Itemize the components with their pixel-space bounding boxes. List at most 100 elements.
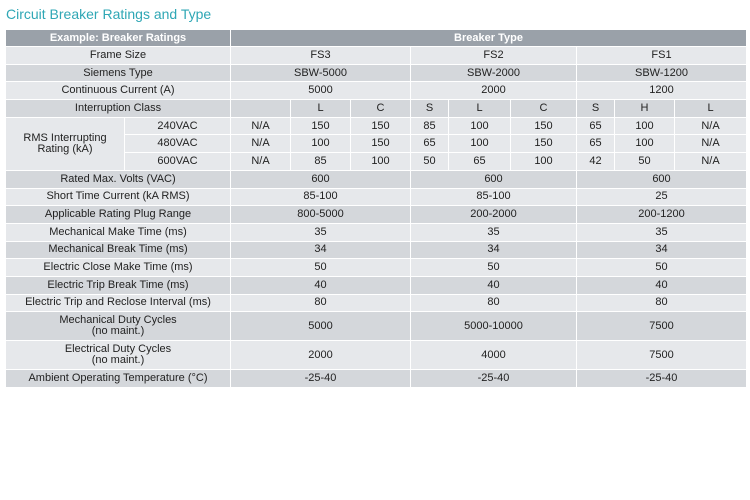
cell-fs3: 5000: [230, 311, 411, 342]
rating-cell: 50: [410, 152, 449, 171]
cell-fs2: 85-100: [410, 187, 577, 207]
class-cell: C: [350, 99, 411, 118]
rating-cell: 150: [290, 116, 351, 136]
table-row: Mechanical Make Time (ms) 35 35 35: [5, 222, 747, 242]
table-row: Interruption Class L C S L C S H L: [5, 99, 747, 118]
rating-cell: 150: [350, 116, 411, 136]
table-row: Rated Max. Volts (VAC) 600 600 600: [5, 169, 747, 189]
voltage-label: 480VAC: [124, 134, 231, 154]
cell-fs2: -25-40: [410, 369, 577, 388]
class-cell: L: [674, 99, 747, 118]
rating-cell: 100: [614, 116, 675, 136]
rating-cell: 65: [410, 134, 449, 154]
cell-fs3: SBW-5000: [230, 63, 411, 83]
rating-cell: 100: [448, 134, 511, 154]
cell-fs1: 80: [576, 293, 747, 313]
cell-fs1: 35: [576, 222, 747, 242]
rating-cell: N/A: [230, 116, 291, 136]
row-label: Mechanical Make Time (ms): [5, 222, 231, 242]
class-cell: H: [614, 99, 675, 118]
rating-cell: 50: [614, 152, 675, 171]
class-cell: [230, 99, 291, 118]
cell-fs3: 50: [230, 258, 411, 277]
cell-fs3: -25-40: [230, 369, 411, 388]
cell-fs2: 4000: [410, 340, 577, 371]
table-row: Continuous Current (A) 5000 2000 1200: [5, 81, 747, 101]
cell-fs1: 50: [576, 258, 747, 277]
cell-fs3: 80: [230, 293, 411, 313]
cell-fs2: 40: [410, 275, 577, 295]
row-label: Continuous Current (A): [5, 81, 231, 101]
row-label-line2: (no maint.): [91, 325, 145, 338]
rating-cell: 150: [510, 134, 577, 154]
table-row: Electric Close Make Time (ms) 50 50 50: [5, 258, 747, 277]
header-example: Example: Breaker Ratings: [5, 29, 231, 47]
row-label: Electric Trip Break Time (ms): [5, 275, 231, 295]
cell-fs1: -25-40: [576, 369, 747, 388]
rating-cell: 85: [290, 152, 351, 171]
rating-cell: 100: [290, 134, 351, 154]
cell-fs2: 5000-10000: [410, 311, 577, 342]
table-row: 480VAC N/A 100 150 65 100 150 65 100 N/A: [6, 134, 747, 154]
row-label-line1: Electrical Duty Cycles: [64, 343, 172, 356]
cell-fs2: 50: [410, 258, 577, 277]
rating-cell: 100: [614, 134, 675, 154]
class-cell: S: [576, 99, 615, 118]
cell-fs2: 600: [410, 169, 577, 189]
header-row: Example: Breaker Ratings Breaker Type: [5, 29, 747, 47]
rating-cell: 85: [410, 116, 449, 136]
table-row: Siemens Type SBW-5000 SBW-2000 SBW-1200: [5, 63, 747, 83]
row-label: Electric Trip and Reclose Interval (ms): [5, 293, 231, 313]
row-label: Frame Size: [5, 46, 231, 65]
cell-fs3: FS3: [230, 46, 411, 65]
cell-fs1: 7500: [576, 340, 747, 371]
cell-fs1: SBW-1200: [576, 63, 747, 83]
cell-fs2: 200-2000: [410, 205, 577, 224]
rating-cell: N/A: [230, 134, 291, 154]
cell-fs2: 80: [410, 293, 577, 313]
rating-cell: 42: [576, 152, 615, 171]
cell-fs1: 34: [576, 240, 747, 260]
cell-fs3: 40: [230, 275, 411, 295]
cell-fs3: 800-5000: [230, 205, 411, 224]
cell-fs1: 40: [576, 275, 747, 295]
cell-fs3: 35: [230, 222, 411, 242]
row-label: Interruption Class: [5, 99, 231, 118]
class-cell: L: [290, 99, 351, 118]
cell-fs3: 600: [230, 169, 411, 189]
class-cell: C: [510, 99, 577, 118]
rating-cell: 100: [448, 116, 511, 136]
table-row: Ambient Operating Temperature (°C) -25-4…: [5, 369, 747, 388]
row-label: Applicable Rating Plug Range: [5, 205, 231, 224]
header-breaker-type: Breaker Type: [230, 29, 747, 47]
page-title: Circuit Breaker Ratings and Type: [6, 6, 212, 22]
row-label: Ambient Operating Temperature (°C): [5, 369, 231, 388]
rating-cell: 65: [448, 152, 511, 171]
rating-cell: 150: [510, 116, 577, 136]
rms-label-line1: RMS Interrupting: [23, 131, 107, 144]
cell-fs2: 35: [410, 222, 577, 242]
rms-label-line2: Rating (kA): [37, 142, 93, 155]
cell-fs1: 25: [576, 187, 747, 207]
rating-cell: 100: [350, 152, 411, 171]
cell-fs3: 85-100: [230, 187, 411, 207]
cell-fs1: 200-1200: [576, 205, 747, 224]
table-row: Electrical Duty Cycles (no maint.) 2000 …: [5, 340, 747, 371]
cell-fs2: 34: [410, 240, 577, 260]
row-label: Mechanical Break Time (ms): [5, 240, 231, 260]
cell-fs3: 2000: [230, 340, 411, 371]
rating-cell: N/A: [674, 134, 747, 154]
row-label-line2: (no maint.): [91, 354, 145, 367]
class-cell: S: [410, 99, 449, 118]
rating-cell: 150: [350, 134, 411, 154]
cell-fs3: 34: [230, 240, 411, 260]
rating-cell: N/A: [674, 116, 747, 136]
voltage-label: 600VAC: [124, 152, 231, 171]
table-row: Mechanical Break Time (ms) 34 34 34: [5, 240, 747, 260]
rms-label: RMS Interrupting Rating (kA): [5, 116, 125, 171]
breaker-ratings-table: Example: Breaker Ratings Breaker Type Fr…: [5, 29, 747, 388]
class-cell: L: [448, 99, 511, 118]
table-row: Electric Trip Break Time (ms) 40 40 40: [5, 275, 747, 295]
cell-fs1: 1200: [576, 81, 747, 101]
row-label: Rated Max. Volts (VAC): [5, 169, 231, 189]
